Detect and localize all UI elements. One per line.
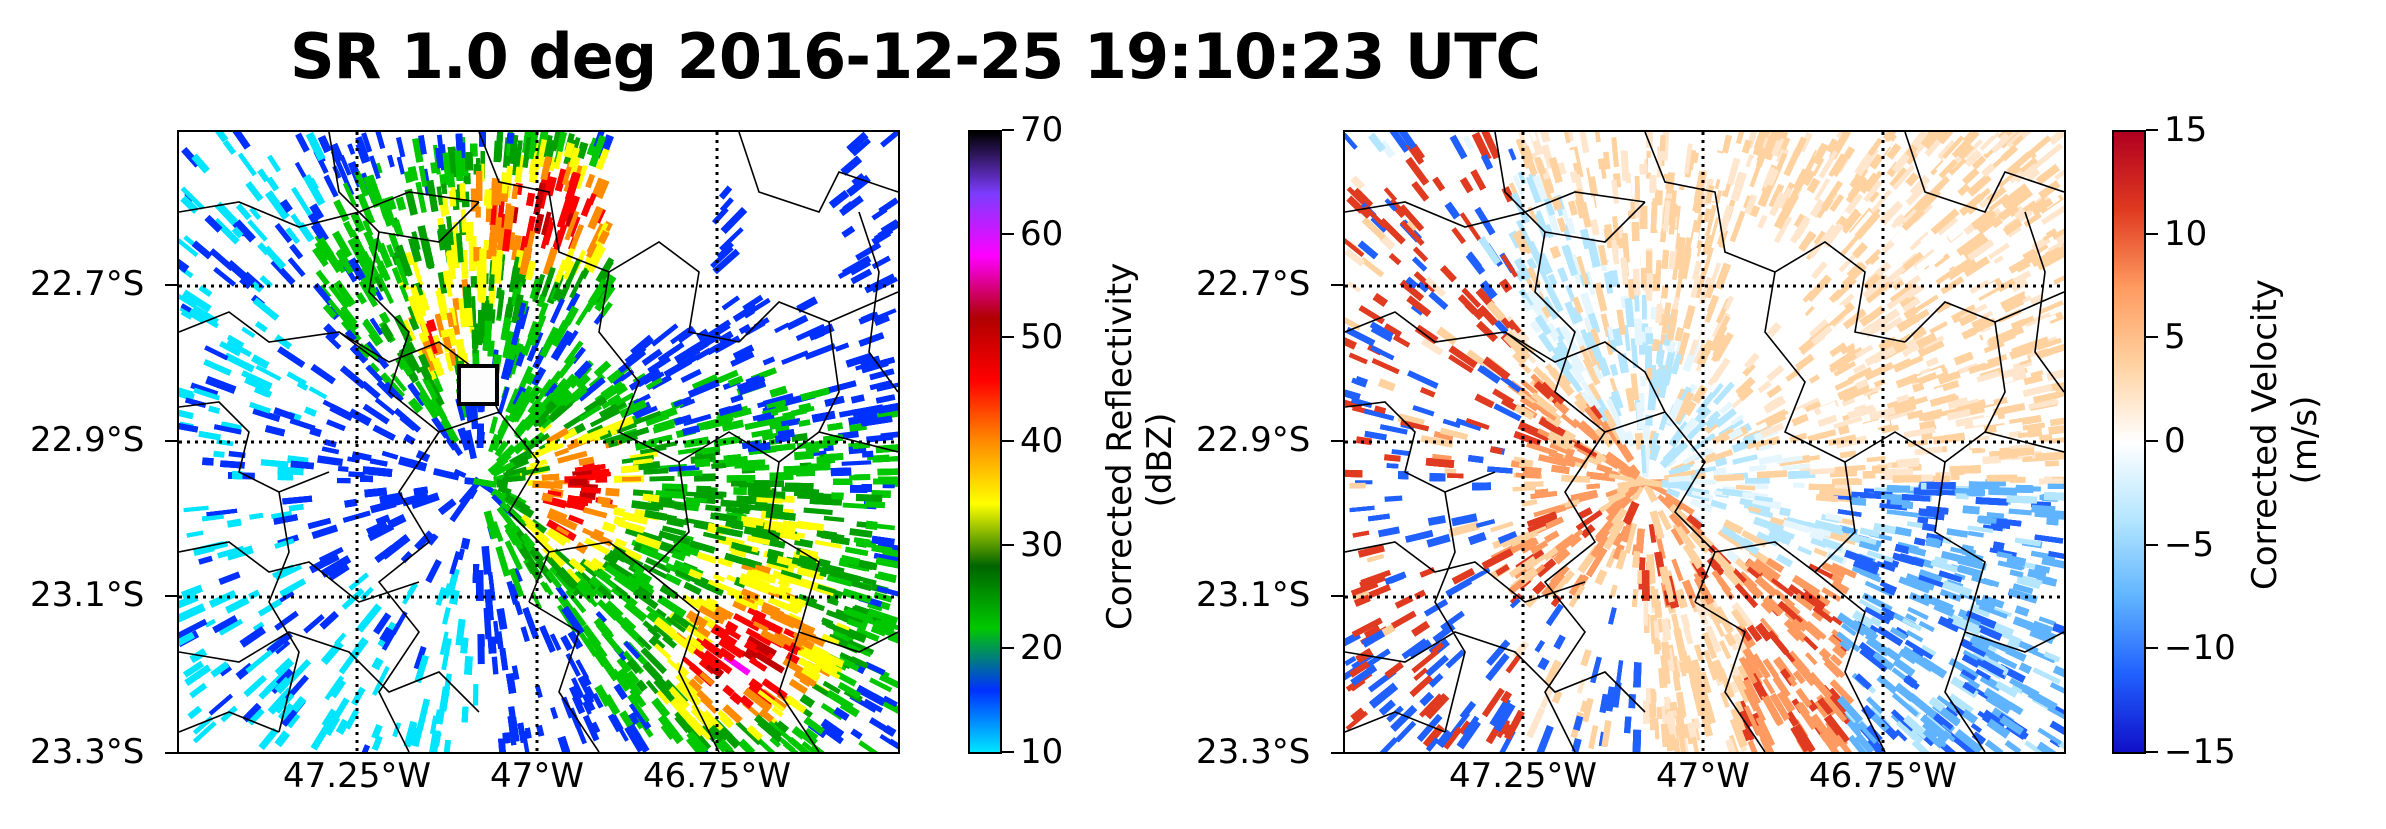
lat-label-22.7-right: 22.7°S <box>1196 264 1311 304</box>
reflectivity-map <box>177 130 900 754</box>
lon-label-47: 47°W <box>490 756 584 796</box>
lon-label-46.75: 46.75°W <box>643 756 791 796</box>
lat-label-23.3-right: 23.3°S <box>1196 732 1311 772</box>
colorbar-tick-label: 30 <box>1020 524 1064 565</box>
lat-label-23.3: 23.3°S <box>30 732 145 772</box>
colorbar-tick-label: 15 <box>2164 110 2208 150</box>
colorbar-tick-label: 50 <box>1020 317 1064 358</box>
figure-title: SR 1.0 deg 2016-12-25 19:10:23 UTC <box>289 20 1541 93</box>
lat-label-22.9-right: 22.9°S <box>1196 420 1311 460</box>
velocity-colorbar-label: Corrected Velocity (m/s) <box>2245 279 2325 590</box>
lat-label-23.1-right: 23.1°S <box>1196 575 1311 615</box>
lon-label-47.25: 47.25°W <box>283 756 431 796</box>
colorbar-tick-label: −5 <box>2164 524 2215 565</box>
radar-site-marker <box>457 364 499 406</box>
lat-label-23.1: 23.1°S <box>30 575 145 615</box>
lon-label-47.25-right: 47.25°W <box>1449 756 1597 796</box>
colorbar-tick-label: 0 <box>2164 421 2186 461</box>
lat-label-22.9: 22.9°S <box>30 420 145 460</box>
lat-label-22.7: 22.7°S <box>30 264 145 304</box>
colorbar-tick-label: 10 <box>2164 213 2208 254</box>
colorbar-tick-label: 5 <box>2164 317 2186 358</box>
lon-label-47-right: 47°W <box>1656 756 1750 796</box>
reflectivity-field <box>179 132 898 752</box>
colorbar-tick-label: 20 <box>1020 628 1064 669</box>
colorbar-tick-label: 10 <box>1020 732 1064 772</box>
reflectivity-colorbar-label: Corrected Reflectivity (dBZ) <box>1100 262 1180 630</box>
reflectivity-colorbar <box>968 130 1002 754</box>
colorbar-tick-label: 40 <box>1020 421 1064 461</box>
colorbar-tick-label: −10 <box>2164 628 2236 669</box>
colorbar-tick-label: 70 <box>1020 110 1064 150</box>
colorbar-tick-label: 60 <box>1020 213 1064 254</box>
velocity-colorbar <box>2112 130 2146 754</box>
lon-label-46.75-right: 46.75°W <box>1809 756 1957 796</box>
velocity-field <box>1345 132 2064 752</box>
colorbar-tick-label: −15 <box>2164 732 2236 772</box>
velocity-map <box>1343 130 2066 754</box>
